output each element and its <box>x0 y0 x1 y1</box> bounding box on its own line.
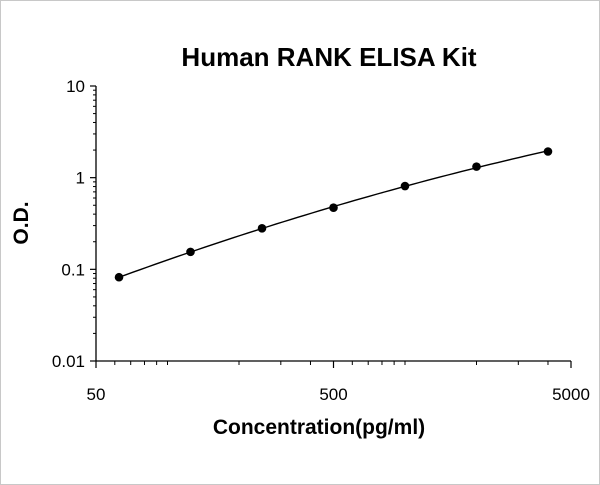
y-tick-label: 1 <box>76 169 85 188</box>
fitted-curve-layer <box>118 150 549 278</box>
chart-title: Human RANK ELISA Kit <box>181 42 476 72</box>
data-point <box>114 272 124 282</box>
data-point <box>257 224 267 233</box>
y-tick-label: 10 <box>66 77 85 96</box>
fitted-curve-line <box>118 150 549 278</box>
x-tick-label: 500 <box>319 385 347 404</box>
x-tick-label: 5000 <box>552 385 590 404</box>
data-point <box>400 181 410 191</box>
data-point <box>543 147 553 156</box>
data-points-layer <box>114 147 553 282</box>
y-tick-label: 0.1 <box>61 260 85 279</box>
data-point <box>329 203 338 213</box>
x-tick-label: 50 <box>87 385 106 404</box>
x-axis-label: Concentration(pg/ml) <box>213 416 425 439</box>
data-point <box>186 247 195 257</box>
y-tick-label: 0.01 <box>52 352 85 371</box>
y-axis-label: O.D. <box>10 201 33 244</box>
data-point <box>472 162 481 171</box>
axes: 0.01 0.1 1 10 50 500 5000 <box>52 77 590 404</box>
